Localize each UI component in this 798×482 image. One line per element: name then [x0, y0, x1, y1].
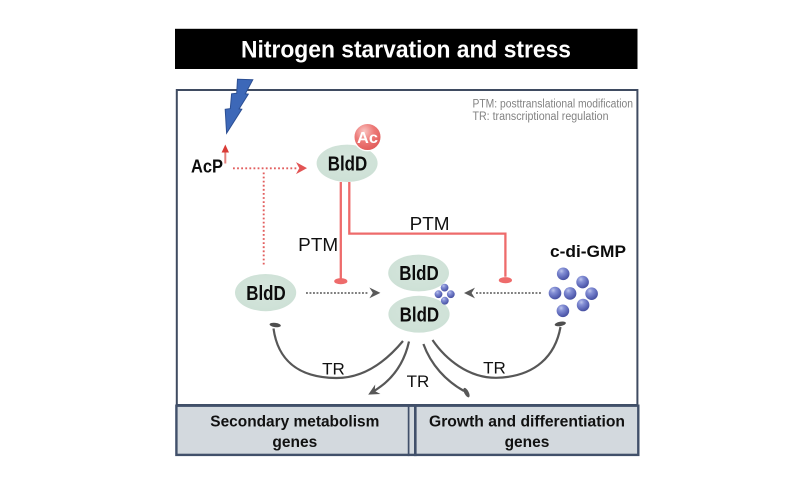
svg-text:Growth and differentiation: Growth and differentiation	[429, 413, 625, 430]
svg-text:Ac: Ac	[357, 130, 378, 147]
svg-text:genes: genes	[505, 434, 550, 451]
svg-text:Nitrogen starvation and stress: Nitrogen starvation and stress	[241, 37, 571, 64]
svg-text:Secondary metabolism: Secondary metabolism	[210, 413, 379, 430]
svg-text:BldD: BldD	[400, 304, 440, 326]
svg-text:AcP: AcP	[191, 157, 223, 177]
svg-text:BldD: BldD	[246, 283, 286, 305]
svg-text:TR: TR	[407, 372, 430, 391]
svg-text:genes: genes	[272, 434, 317, 451]
svg-text:PTM: PTM	[298, 235, 338, 255]
svg-text:PTM: posttranslational modific: PTM: posttranslational modification	[473, 99, 634, 111]
svg-text:PTM: PTM	[410, 214, 450, 234]
svg-text:TR: TR	[322, 360, 345, 379]
svg-text:BldD: BldD	[328, 154, 368, 176]
svg-text:TR: transcriptional regulation: TR: transcriptional regulation	[473, 111, 609, 123]
svg-text:TR: TR	[483, 359, 506, 378]
svg-text:c-di-GMP: c-di-GMP	[550, 242, 626, 261]
svg-text:BldD: BldD	[399, 263, 439, 285]
